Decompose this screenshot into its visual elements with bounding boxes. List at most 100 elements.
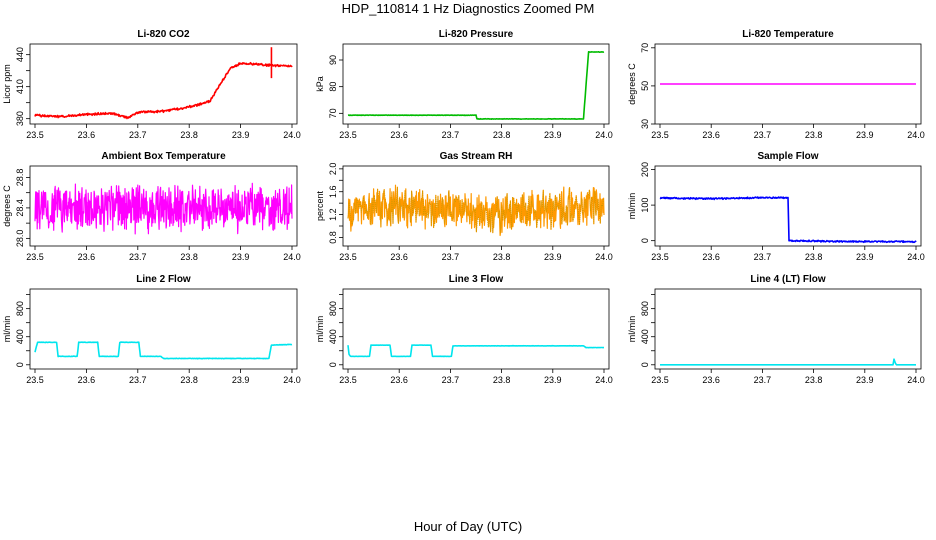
y-axis-label: ml/min — [315, 316, 325, 343]
x-tick-label: 23.6 — [702, 252, 720, 262]
panel-sample-flow: Sample Flow ml/min 23.5 23.6 23.7 23.8 23.9 24.… — [627, 151, 925, 262]
x-tick-label: 23.8 — [493, 130, 511, 140]
y-tick-label: 0.8 — [328, 231, 338, 244]
y-tick-label: 28.8 — [15, 169, 25, 187]
y-tick-label: 400 — [15, 329, 25, 344]
y-tick-label: 1.6 — [328, 185, 338, 198]
panel-title: Gas Stream RH — [440, 151, 513, 162]
x-tick-label: 23.9 — [856, 130, 874, 140]
data-series-line — [347, 50, 605, 120]
figure-title: HDP_110814 1 Hz Diagnostics Zoomed PM — [342, 1, 595, 16]
x-tick-label: 23.5 — [26, 252, 44, 262]
x-tick-label: 23.7 — [754, 130, 772, 140]
x-tick-label: 23.9 — [544, 130, 562, 140]
y-tick-label: 70 — [328, 108, 338, 118]
y-tick-label: 70 — [640, 43, 650, 53]
plot-frame — [29, 165, 298, 247]
x-tick-label: 23.8 — [805, 375, 823, 385]
data-series-markers — [347, 187, 604, 234]
y-tick-label: 50 — [640, 81, 650, 91]
data-series-line — [347, 344, 605, 358]
y-tick-label: 80 — [328, 82, 338, 92]
x-tick-label: 23.9 — [856, 252, 874, 262]
y-tick-label: 380 — [15, 111, 25, 126]
x-tick-label: 24.0 — [907, 375, 925, 385]
x-tick-label: 24.0 — [595, 130, 613, 140]
x-tick-label: 23.8 — [180, 130, 198, 140]
x-tick-label: 23.8 — [180, 375, 198, 385]
y-tick-label: 200 — [640, 162, 650, 177]
x-tick-label: 23.6 — [78, 375, 96, 385]
x-tick-label: 23.5 — [339, 130, 357, 140]
x-tick-label: 23.6 — [390, 130, 408, 140]
x-tick-label: 23.9 — [232, 130, 250, 140]
x-tick-label: 23.5 — [26, 375, 44, 385]
x-tick-label: 23.8 — [493, 252, 511, 262]
x-tick-label: 23.6 — [390, 252, 408, 262]
x-tick-label: 24.0 — [595, 375, 613, 385]
y-axis-label: ml/min — [627, 316, 637, 343]
x-tick-label: 23.8 — [493, 375, 511, 385]
plot-frame — [342, 43, 610, 125]
y-tick-label: 100 — [640, 198, 650, 213]
x-tick-label: 24.0 — [283, 252, 301, 262]
panel-li-820-co2: Li-820 CO2 Licor ppm 23.5 23.6 23.7 23.8 23.9 2… — [2, 29, 301, 140]
y-tick-label: 800 — [640, 301, 650, 316]
data-series-line — [34, 182, 293, 235]
x-tick-label: 23.5 — [651, 130, 669, 140]
x-tick-label: 24.0 — [907, 130, 925, 140]
x-tick-label: 23.7 — [129, 130, 147, 140]
x-tick-label: 23.7 — [754, 252, 772, 262]
x-tick-label: 24.0 — [283, 130, 301, 140]
x-tick-label: 23.8 — [180, 252, 198, 262]
y-tick-label: 440 — [15, 47, 25, 62]
x-tick-label: 23.8 — [805, 130, 823, 140]
x-tick-label: 23.5 — [651, 252, 669, 262]
x-tick-label: 23.9 — [856, 375, 874, 385]
y-tick-label: 0 — [640, 362, 650, 367]
panel-li-820-pressure: Li-820 Pressure kPa 23.5 23.6 23.7 23.8 23.9 24… — [315, 29, 613, 140]
y-axis-label: ml/min — [627, 193, 637, 220]
panel-title: Line 4 (LT) Flow — [750, 274, 826, 285]
y-axis-label: ml/min — [2, 316, 12, 343]
data-series-line — [659, 358, 917, 366]
x-tick-label: 23.6 — [78, 252, 96, 262]
x-tick-label: 23.8 — [805, 252, 823, 262]
x-tick-label: 23.7 — [129, 375, 147, 385]
plot-frame — [654, 43, 922, 125]
x-tick-label: 23.7 — [442, 130, 460, 140]
plot-frame — [342, 165, 610, 247]
panel-ambient-box-temperature: Ambient Box Temperature degrees C 23.5 23.6… — [2, 151, 301, 262]
panel-title: Sample Flow — [757, 151, 818, 162]
x-tick-label: 23.7 — [754, 375, 772, 385]
x-tick-label: 23.7 — [442, 375, 460, 385]
panel-title: Li-820 CO2 — [137, 29, 190, 40]
y-tick-label: 400 — [640, 329, 650, 344]
data-series-line — [659, 196, 917, 244]
panel-title: Li-820 Pressure — [439, 29, 514, 40]
plot-frame — [654, 165, 922, 247]
figure-xlabel: Hour of Day (UTC) — [414, 519, 522, 534]
panel-title: Line 3 Flow — [449, 274, 504, 285]
x-tick-label: 23.6 — [78, 130, 96, 140]
x-tick-label: 23.6 — [702, 130, 720, 140]
x-tick-label: 23.9 — [232, 252, 250, 262]
x-tick-label: 24.0 — [907, 252, 925, 262]
x-tick-label: 23.6 — [390, 375, 408, 385]
y-axis-label: degrees C — [2, 185, 12, 227]
y-tick-label: 2.0 — [328, 163, 338, 176]
x-tick-label: 23.7 — [129, 252, 147, 262]
y-axis-label: degrees C — [627, 63, 637, 105]
y-axis-label: kPa — [315, 76, 325, 92]
x-tick-label: 23.5 — [26, 130, 44, 140]
data-series-line — [34, 341, 293, 360]
plot-frame — [29, 288, 298, 370]
y-tick-label: 28.4 — [15, 199, 25, 217]
y-tick-label: 0 — [328, 362, 338, 367]
x-tick-label: 24.0 — [283, 375, 301, 385]
x-tick-label: 23.5 — [339, 375, 357, 385]
panel-title: Line 2 Flow — [136, 274, 191, 285]
x-tick-label: 23.9 — [232, 375, 250, 385]
data-series-line — [34, 61, 293, 120]
